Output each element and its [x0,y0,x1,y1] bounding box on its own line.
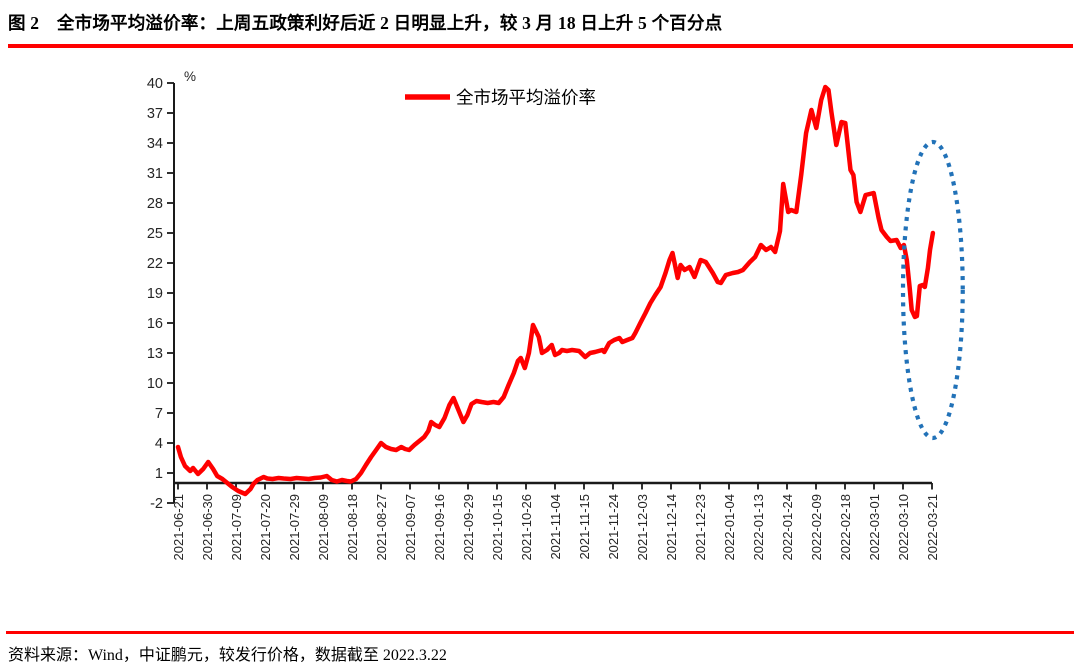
highlight-ellipse [900,139,965,441]
x-tick-label: 2021-11-24 [606,494,621,560]
x-tick-label: 2021-08-09 [316,494,331,561]
x-tick-label: 2021-09-29 [461,494,476,561]
y-tick-label: 16 [147,316,163,332]
legend-label: 全市场平均溢价率 [456,88,596,108]
x-tick-label: 2021-10-26 [519,494,534,561]
y-tick-label: 34 [147,136,163,152]
x-tick-label: 2021-10-15 [490,494,505,561]
x-tick-label: 2021-07-09 [229,494,244,561]
y-axis-unit-label: % [184,69,196,84]
x-tick-label: 2021-07-29 [287,494,302,561]
y-tick-label: 40 [147,76,163,92]
y-tick-label: -2 [150,496,163,512]
x-tick-label: 2022-02-09 [809,494,824,561]
y-tick-label: 28 [147,196,163,212]
y-tick-label: 13 [147,346,163,362]
y-tick-label: 37 [147,106,163,122]
y-tick-label: 31 [147,166,163,182]
x-tick-label: 2022-01-04 [722,494,737,561]
y-tick-label: 25 [147,226,163,242]
y-tick-label: 4 [155,436,163,452]
y-tick-label: 22 [147,256,163,272]
x-tick-label: 2021-09-16 [432,494,447,561]
footer-divider [6,631,1074,634]
y-tick-label: 10 [147,376,163,392]
x-tick-label: 2022-02-18 [838,494,853,561]
x-tick-label: 2021-09-07 [403,494,418,561]
x-tick-label: 2022-01-24 [780,494,795,561]
x-tick-label: 2021-07-20 [258,494,273,561]
figure-title: 图 2 全市场平均溢价率：上周五政策利好后近 2 日明显上升，较 3 月 18 … [8,13,723,33]
y-tick-label: 19 [147,286,163,302]
x-tick-label: 2021-08-18 [345,494,360,561]
x-tick-label: 2021-11-15 [577,494,592,560]
x-tick-label: 2021-12-23 [693,494,708,561]
y-tick-label: 1 [155,466,163,482]
x-tick-label: 2021-12-14 [664,494,679,561]
x-tick-label: 2021-06-30 [200,494,215,561]
x-tick-label: 2021-12-03 [635,494,650,561]
x-tick-label: 2021-06-21 [171,494,186,561]
series-line-premium-rate [175,84,936,497]
x-tick-label: 2022-03-21 [925,494,940,561]
x-tick-label: 2021-11-04 [548,494,563,560]
x-tick-label: 2022-01-13 [751,494,766,561]
title-divider [8,44,1073,48]
x-tick-label: 2021-08-27 [374,494,389,561]
x-tick-label: 2022-03-10 [896,494,911,561]
x-tick-label: 2022-03-01 [867,494,882,561]
y-tick-label: 7 [155,406,163,422]
source-note: 资料来源：Wind，中证鹏元，较发行价格，数据截至 2022.3.22 [8,647,447,664]
